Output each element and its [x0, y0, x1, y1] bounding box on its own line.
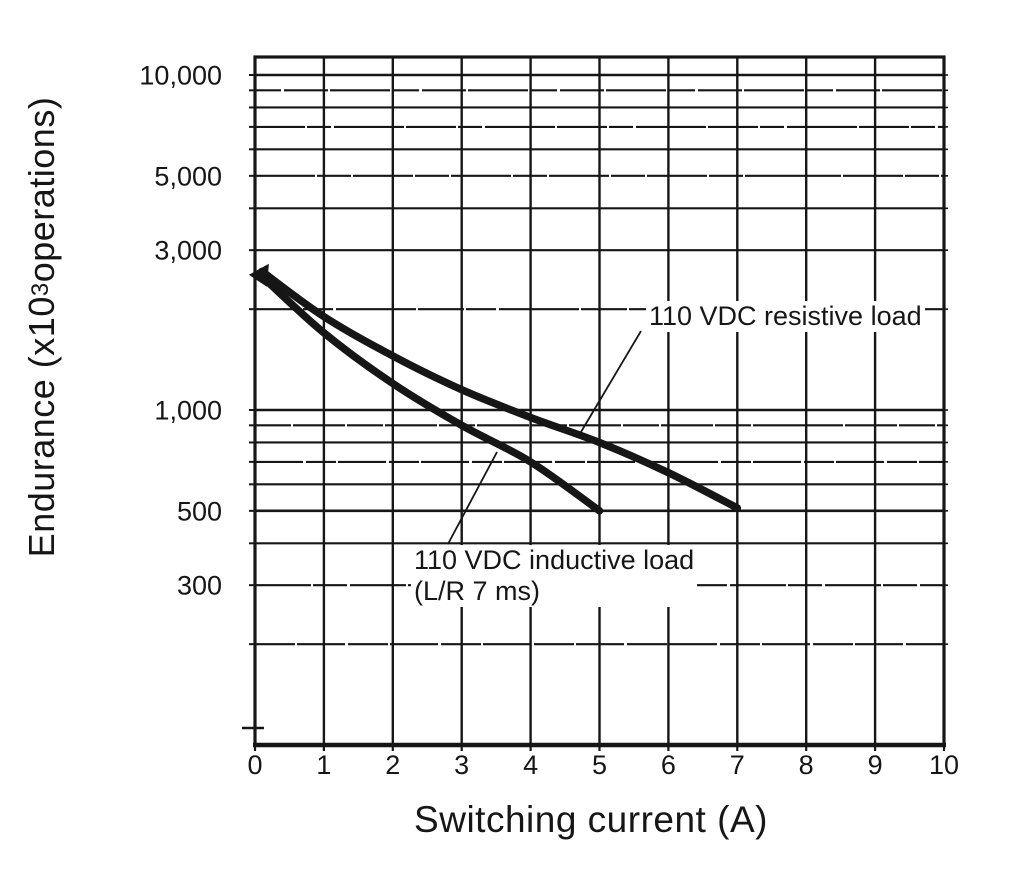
leader-line-110-vdc-resistive-load — [577, 330, 642, 438]
x-tick-label-5: 5 — [592, 750, 607, 780]
y-axis-title-post: operations) — [21, 96, 62, 283]
x-tick-label-10: 10 — [929, 750, 959, 780]
annotation-line: 110 VDC resistive load — [649, 301, 922, 331]
y-tick-label-5000: 5,000 — [154, 161, 222, 191]
curve-start-marker — [248, 263, 269, 287]
x-tick-label-0: 0 — [247, 750, 262, 780]
y-tick-label-500: 500 — [177, 496, 222, 526]
x-tick-label-7: 7 — [730, 750, 745, 780]
y-tick-label-1000: 1,000 — [154, 396, 222, 426]
annotation-line: (L/R 7 ms) — [414, 576, 541, 606]
x-tick-label-9: 9 — [868, 750, 883, 780]
x-axis-title: Switching current (A) — [414, 799, 768, 840]
leader-line-110-vdc-inductive-load — [447, 451, 498, 545]
y-tick-label-300: 300 — [177, 571, 222, 601]
curve-110-vdc-resistive-load — [258, 267, 742, 512]
y-tick-label-3000: 3,000 — [154, 236, 222, 266]
annotation-110-vdc-inductive-load: 110 VDC inductive load (L/R 7 ms) — [411, 545, 698, 607]
x-tick-label-4: 4 — [523, 750, 538, 780]
y-axis-title-superscript: 3 — [27, 282, 54, 297]
annotation-110-vdc-resistive-load: 110 VDC resistive load — [646, 301, 925, 332]
x-tick-label-6: 6 — [661, 750, 676, 780]
x-tick-label-8: 8 — [799, 750, 814, 780]
y-axis-title: Endurance (x103operations) — [21, 97, 63, 558]
x-tick-label-2: 2 — [385, 750, 400, 780]
y-tick-label-10000: 10,000 — [139, 61, 222, 91]
annotation-line: 110 VDC inductive load — [414, 545, 695, 575]
y-axis-title-pre: Endurance (x10 — [21, 296, 62, 558]
x-tick-label-1: 1 — [316, 750, 331, 780]
x-tick-label-3: 3 — [454, 750, 469, 780]
curve-110-vdc-inductive-load-l-r-7-ms — [258, 272, 604, 515]
